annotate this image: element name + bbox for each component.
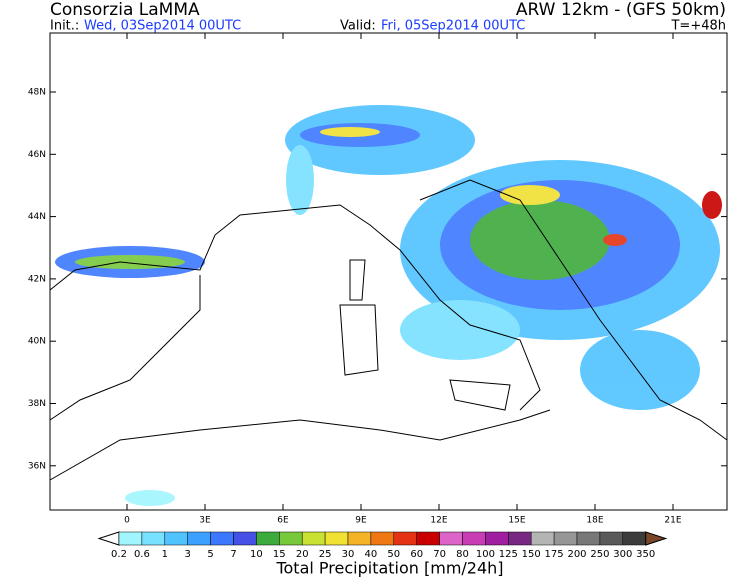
colorbar-label: 300: [613, 549, 632, 560]
colorbar-bin: [256, 531, 280, 546]
colorbar-label: 80: [456, 549, 469, 560]
lon-label: 21E: [664, 516, 681, 526]
colorbar-bin: [210, 531, 234, 546]
colorbar-label: 125: [499, 549, 518, 560]
colorbar-bin: [553, 531, 578, 546]
colorbar-label: 0.2: [111, 549, 127, 560]
colorbar-label: 200: [567, 549, 586, 560]
colorbar-bin: [279, 531, 303, 546]
colorbar-bin: [370, 531, 395, 546]
colorbar-label: 3: [185, 549, 191, 560]
colorbar-bin: [347, 531, 372, 546]
colorbar-bin: [141, 531, 166, 546]
valid: Fri, 05Sep2014 00UTC: [381, 19, 525, 34]
colorbar-bin: [599, 531, 624, 546]
colorbar-label: 7: [230, 549, 236, 560]
colorbar-below: [97, 531, 120, 546]
colorbar-label: 100: [476, 549, 495, 560]
colorbar-label: 50: [387, 549, 400, 560]
title: Consorzia LaMMA: [50, 0, 200, 20]
valid-label: Valid:: [340, 19, 376, 34]
lon-label: 12E: [430, 516, 447, 526]
model: ARW 12km - (GFS 50km): [516, 0, 726, 20]
init: Wed, 03Sep2014 00UTC: [84, 19, 241, 34]
colorbar-bin: [485, 531, 509, 546]
colorbar-label: 25: [319, 549, 332, 560]
colorbar-bin: [301, 531, 326, 546]
colorbar-label: 60: [410, 549, 423, 560]
lat-label: 48N: [28, 88, 46, 98]
lon-label: 6E: [277, 516, 289, 526]
colorbar-bin: [393, 531, 417, 546]
colorbar-bin: [187, 531, 211, 546]
colorbar-label: 15: [273, 549, 286, 560]
lat-label: 44N: [28, 212, 46, 222]
lat-label: 42N: [28, 274, 46, 284]
colorbar-label: 20: [296, 549, 309, 560]
lat-label: 40N: [28, 337, 46, 347]
colorbar-above: [645, 531, 668, 546]
colorbar-label: 175: [545, 549, 564, 560]
colorbar-label: 1: [162, 549, 168, 560]
colorbar-bin: [164, 531, 188, 546]
coastlines: [49, 179, 728, 510]
colorbar-bin: [233, 531, 257, 546]
lon-label: 15E: [508, 516, 525, 526]
lon-label: 0: [124, 516, 130, 526]
colorbar-label: 250: [590, 549, 609, 560]
colorbar-bin: [508, 531, 532, 546]
lat-label: 36N: [28, 461, 46, 471]
colorbar-label: 5: [207, 549, 213, 560]
lon-label: 9E: [355, 516, 367, 526]
init-label: Init.:: [50, 19, 79, 34]
colorbar-bin: [416, 531, 440, 546]
colorbar-label: 350: [636, 549, 655, 560]
colorbar-bin: [462, 531, 486, 546]
colorbar-bin: [324, 531, 349, 546]
lon-label: 3E: [199, 516, 211, 526]
colorbar-title: Total Precipitation [mm/24h]: [275, 559, 503, 578]
precip-field: [55, 105, 722, 506]
colorbar-label: 40: [365, 549, 378, 560]
colorbar-label: 10: [250, 549, 263, 560]
colorbar-bin: [118, 531, 143, 546]
map-area: [49, 32, 728, 511]
colorbar-label: 30: [342, 549, 355, 560]
lat-label: 38N: [28, 399, 46, 409]
colorbar-label: 0.6: [134, 549, 150, 560]
lat-label: 46N: [28, 150, 46, 160]
colorbar-label: 70: [433, 549, 446, 560]
colorbar-bin: [622, 531, 646, 546]
colorbar-bin: [576, 531, 601, 546]
colorbar-label: 150: [522, 549, 541, 560]
colorbar-bin: [530, 531, 555, 546]
colorbar-bin: [439, 531, 463, 546]
step: T=+48h: [670, 19, 726, 34]
lon-label: 18E: [586, 516, 603, 526]
